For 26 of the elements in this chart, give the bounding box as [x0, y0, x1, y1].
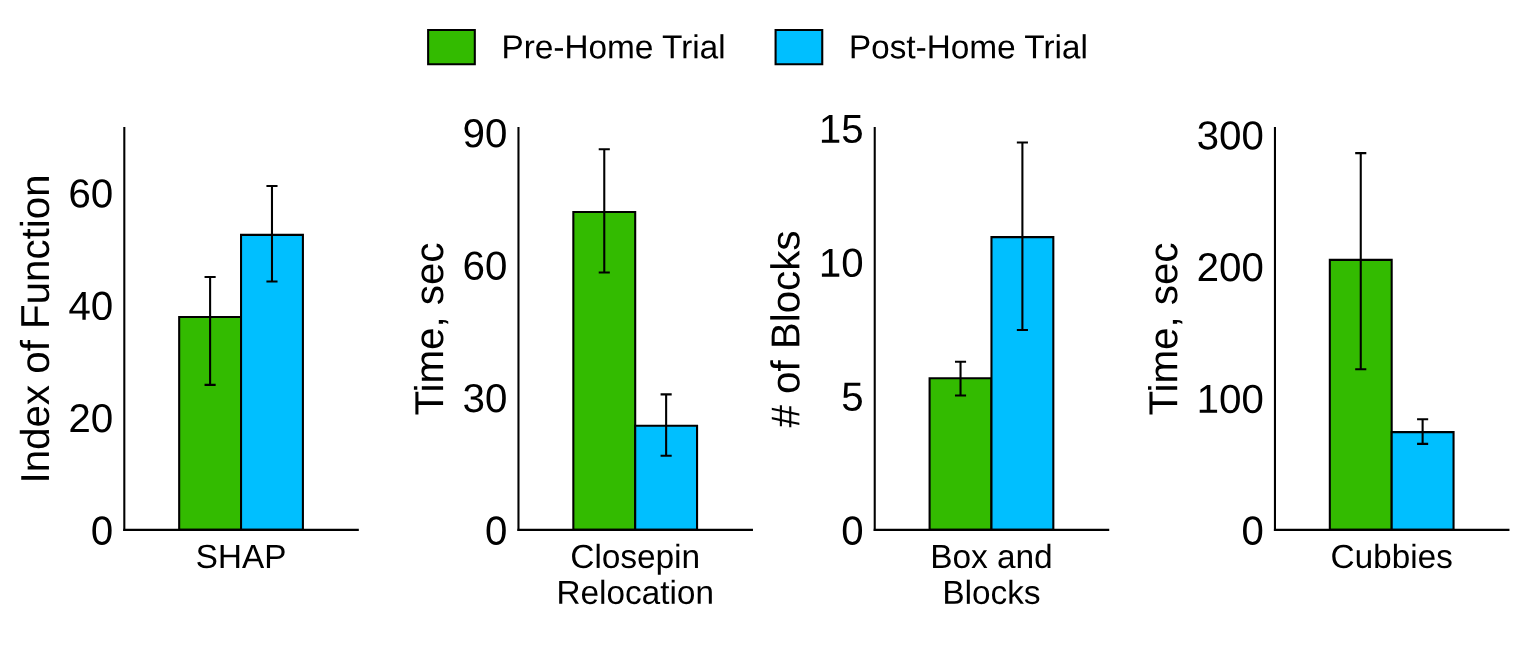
- x-tick-label: SHAP: [197, 544, 285, 569]
- y-tick-label: 90: [464, 118, 506, 148]
- y-tick-label: 0: [842, 516, 863, 545]
- y-tick-label: 15: [821, 114, 862, 144]
- y-axis-title: Time, sec: [413, 243, 449, 415]
- y-tick-label: 0: [92, 516, 112, 545]
- x-tick-label: Cubbies: [1332, 543, 1452, 569]
- y-tick-label: 60: [464, 251, 506, 280]
- y-tick-label: 60: [70, 179, 112, 208]
- y-tick-label: 100: [1199, 384, 1263, 414]
- y-tick-label: 0: [1243, 516, 1263, 545]
- y-tick-label: 40: [69, 291, 112, 321]
- y-axis-title: # of Blocks: [770, 231, 800, 428]
- y-tick-label: 300: [1198, 121, 1263, 150]
- y-tick-label: 200: [1198, 252, 1263, 282]
- y-tick-label: 30: [464, 383, 506, 413]
- y-axis-title: Index of Function: [19, 177, 50, 480]
- legend-label: Pre-Home Trial: [504, 34, 724, 59]
- y-tick-label: 0: [486, 516, 506, 545]
- y-axis-title: Time, sec: [1147, 243, 1183, 415]
- legend-label: Post-Home Trial: [851, 34, 1086, 59]
- y-tick-label: 20: [70, 403, 112, 433]
- x-tick-label: Closepin Relocation: [559, 543, 712, 605]
- y-tick-label: 10: [821, 248, 863, 278]
- x-tick-label: Box and Blocks: [933, 543, 1051, 605]
- y-tick-label: 5: [842, 382, 862, 411]
